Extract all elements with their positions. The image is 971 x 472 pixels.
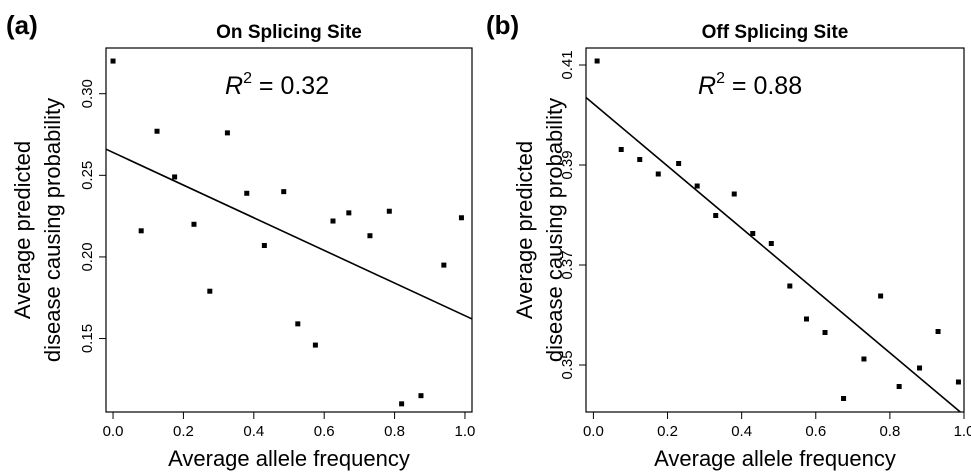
x-axis-label: Average allele frequency bbox=[168, 446, 410, 471]
data-point bbox=[172, 174, 178, 180]
x-tick-label: 0.2 bbox=[657, 423, 678, 440]
panel-letter: (b) bbox=[486, 10, 519, 40]
x-tick-label: 0.8 bbox=[879, 423, 900, 440]
data-point bbox=[441, 262, 447, 268]
data-point bbox=[386, 208, 392, 214]
data-point bbox=[637, 157, 643, 162]
data-point bbox=[154, 128, 160, 134]
data-point bbox=[861, 356, 867, 362]
data-point bbox=[841, 396, 847, 401]
data-point bbox=[244, 190, 250, 196]
x-tick-label: 0.6 bbox=[805, 423, 826, 440]
data-point bbox=[281, 189, 287, 195]
data-point bbox=[896, 384, 902, 389]
data-point bbox=[458, 215, 464, 221]
data-point bbox=[768, 241, 774, 246]
y-tick-label: 0.20 bbox=[79, 242, 96, 271]
r-squared-exponent: 2 bbox=[716, 70, 725, 87]
chart-title: On Splicing Site bbox=[216, 22, 362, 43]
r-squared-value: = 0.32 bbox=[252, 72, 329, 100]
regression-line bbox=[585, 96, 961, 413]
data-point bbox=[312, 342, 318, 348]
data-point bbox=[207, 288, 213, 294]
y-tick-label: 0.35 bbox=[559, 350, 576, 379]
x-tick-label: 0.4 bbox=[731, 423, 752, 440]
x-tick-label: 0.0 bbox=[103, 423, 124, 440]
data-point bbox=[804, 316, 809, 322]
x-tick-label: 0.8 bbox=[384, 423, 405, 440]
data-point bbox=[713, 213, 719, 218]
data-point bbox=[346, 210, 352, 216]
y-tick-label: 0.37 bbox=[559, 250, 576, 279]
data-point bbox=[676, 161, 682, 166]
chart-title: Off Splicing Site bbox=[702, 22, 849, 43]
plot-frame bbox=[105, 47, 473, 413]
data-point bbox=[822, 330, 828, 335]
data-point bbox=[731, 191, 737, 197]
r-squared-annotation: R2 = 0.88 bbox=[698, 70, 802, 100]
data-point bbox=[191, 221, 197, 227]
data-point bbox=[261, 243, 267, 249]
y-axis-label: Average predicted bbox=[10, 141, 35, 319]
data-point bbox=[594, 58, 600, 64]
data-point bbox=[955, 379, 961, 385]
x-tick-label: 1.0 bbox=[455, 423, 476, 440]
y-tick-label: 0.25 bbox=[79, 161, 96, 190]
data-point bbox=[330, 218, 336, 224]
y-tick-label: 0.39 bbox=[559, 150, 576, 179]
data-point bbox=[224, 130, 230, 136]
r-squared-exponent: 2 bbox=[243, 70, 252, 87]
chart-panel-a: (a) On Splicing Site 0.0 0.2 0.4 0.6 0.8 1.0 0.1… bbox=[6, 10, 475, 471]
x-tick-label: 1.0 bbox=[954, 423, 971, 440]
r-squared-symbol: R bbox=[225, 72, 243, 100]
y-tick-label: 0.15 bbox=[79, 324, 96, 353]
x-tick-label: 0.6 bbox=[314, 423, 335, 440]
r-squared-value: = 0.88 bbox=[725, 72, 802, 100]
data-point bbox=[367, 233, 373, 239]
data-point bbox=[917, 365, 923, 371]
data-point bbox=[694, 183, 700, 189]
data-point bbox=[399, 401, 405, 407]
y-tick-label: 0.30 bbox=[79, 79, 96, 108]
y-axis-label: disease causing probability bbox=[40, 98, 65, 362]
data-point bbox=[295, 321, 301, 327]
plot-frame bbox=[585, 47, 965, 413]
data-point bbox=[418, 393, 424, 399]
panel-letter: (a) bbox=[6, 10, 38, 40]
r-squared-annotation: R2 = 0.32 bbox=[225, 70, 329, 100]
y-axis-label: disease causing probability bbox=[542, 98, 567, 362]
data-point bbox=[750, 231, 756, 236]
data-point bbox=[110, 58, 116, 64]
data-point bbox=[878, 293, 884, 299]
x-tick-label: 0.2 bbox=[173, 423, 194, 440]
x-tick-label: 0.4 bbox=[243, 423, 264, 440]
data-point bbox=[618, 147, 624, 152]
x-axis-label: Average allele frequency bbox=[654, 446, 896, 471]
data-point bbox=[138, 228, 144, 234]
regression-line bbox=[105, 148, 473, 320]
y-axis-label: Average predicted bbox=[512, 141, 537, 319]
r-squared-symbol: R bbox=[698, 72, 716, 100]
chart-panel-b: (b) Off Splicing Site 0.0 0.2 0.4 0.6 0.8 1.0 0.… bbox=[486, 10, 971, 471]
data-point bbox=[787, 283, 793, 289]
x-tick-label: 0.0 bbox=[583, 423, 604, 440]
y-tick-label: 0.41 bbox=[559, 50, 576, 79]
data-point bbox=[935, 329, 941, 334]
data-point bbox=[655, 171, 661, 177]
